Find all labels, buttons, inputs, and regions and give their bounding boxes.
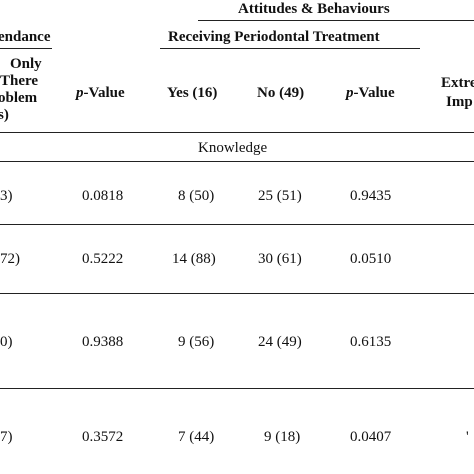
row-4-p2: 0.0407 xyxy=(350,429,392,445)
header-bottom-rule xyxy=(0,132,474,133)
col-extreme-line-2: Imp xyxy=(446,94,473,110)
row-2-p2: 0.0510 xyxy=(350,251,392,267)
row-4-left: 7) xyxy=(0,429,13,445)
row-1-rule xyxy=(0,224,474,225)
col-left-line-1: Only xyxy=(10,56,42,72)
row-2-no: 30 (61) xyxy=(258,251,302,267)
row-4-yes: 7 (44) xyxy=(178,429,215,445)
group-rule xyxy=(198,20,474,21)
col-pvalue-right: p-Value xyxy=(346,86,395,101)
row-4-no: 9 (18) xyxy=(264,429,301,445)
col-pvalue-right-text: -Value xyxy=(353,85,395,101)
row-1-no: 25 (51) xyxy=(258,188,302,204)
col-yes: Yes (16) xyxy=(167,85,218,101)
row-3-left: 0) xyxy=(0,334,13,350)
col-left-line-4: s) xyxy=(0,107,9,123)
row-4-right: ' xyxy=(466,429,469,445)
col-pvalue-left-p: p xyxy=(76,85,84,101)
col-no: No (49) xyxy=(257,85,305,101)
section-rule xyxy=(0,161,474,162)
col-extreme-line-1: Extre xyxy=(441,75,474,91)
row-1-p1: 0.0818 xyxy=(82,188,124,204)
left-group-rule xyxy=(0,48,52,49)
treatment-group-rule xyxy=(160,48,420,49)
row-3-p1: 0.9388 xyxy=(82,334,124,350)
col-pvalue-right-p: p xyxy=(346,85,354,101)
col-left-line-2: There xyxy=(0,73,39,89)
col-pvalue-left-text: -Value xyxy=(83,85,125,101)
section-label: Knowledge xyxy=(198,140,268,156)
treatment-group-title: Receiving Periodontal Treatment xyxy=(168,29,380,45)
row-2-yes: 14 (88) xyxy=(172,251,216,267)
row-3-no: 24 (49) xyxy=(258,334,302,350)
group-title: Attitudes & Behaviours xyxy=(238,1,390,17)
row-1-p2: 0.9435 xyxy=(350,188,392,204)
left-group-fragment: endance xyxy=(0,29,51,45)
row-2-left: 72) xyxy=(0,251,20,267)
col-pvalue-left: p-Value xyxy=(76,86,125,101)
row-1-yes: 8 (50) xyxy=(178,188,215,204)
row-4-p1: 0.3572 xyxy=(82,429,124,445)
row-3-rule xyxy=(0,388,474,389)
row-2-p1: 0.5222 xyxy=(82,251,124,267)
row-1-left: 3) xyxy=(0,188,13,204)
row-3-yes: 9 (56) xyxy=(178,334,215,350)
col-left-line-3: oblem xyxy=(0,90,38,106)
row-3-p2: 0.6135 xyxy=(350,334,392,350)
row-2-rule xyxy=(0,293,474,294)
